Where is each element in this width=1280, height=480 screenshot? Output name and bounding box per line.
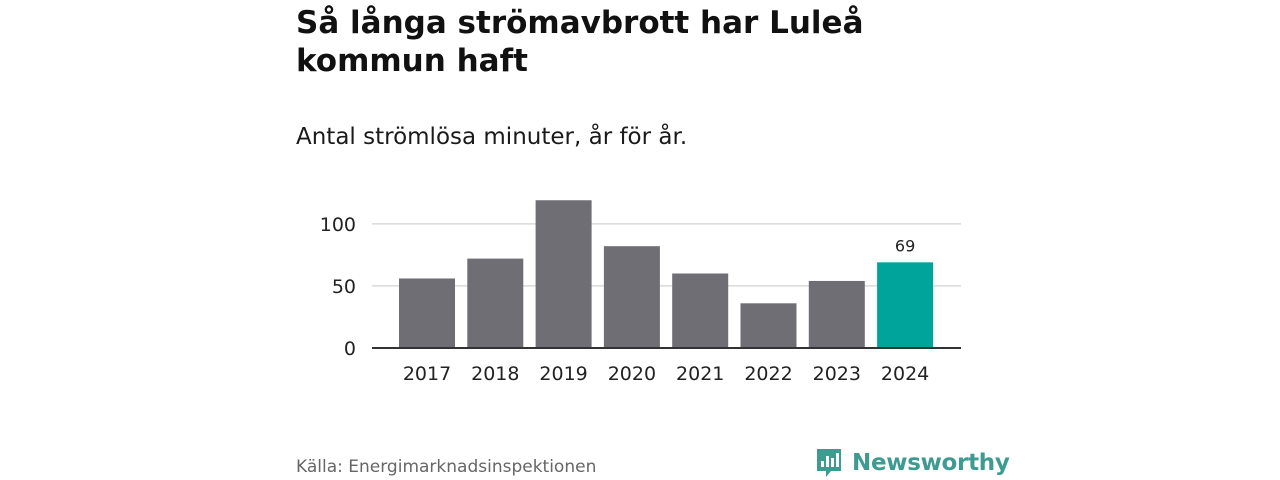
bar-2018 <box>467 258 524 348</box>
source-note: Källa: Energimarknadsinspektionen <box>296 457 597 477</box>
x-tick-label: 2019 <box>539 363 587 385</box>
bar-2024 <box>877 262 934 348</box>
brand-name: Newsworthy <box>852 450 1010 476</box>
data-label: 69 <box>895 236 915 255</box>
bar-2017 <box>399 278 455 348</box>
x-tick-label: 2022 <box>744 363 792 385</box>
x-tick-label: 2021 <box>676 363 724 385</box>
x-tick-label: 2024 <box>881 363 929 385</box>
bar-2023 <box>808 280 865 348</box>
bar-chart: 0 50 100 2017 2018 2019 2020 2021 2022 2023 2024 69 <box>320 200 961 385</box>
x-tick-label: 2018 <box>471 363 519 385</box>
x-tick-label: 2020 <box>608 363 656 385</box>
x-tick-label: 2017 <box>403 363 451 385</box>
newsworthy-logo-icon <box>817 449 841 477</box>
brand-logo[interactable]: Newsworthy <box>815 447 1010 479</box>
bar-2020 <box>603 246 660 348</box>
y-tick-label: 50 <box>332 276 356 298</box>
y-tick-label: 100 <box>320 214 356 236</box>
chart-subtitle: Antal strömlösa minuter, år för år. <box>296 124 688 150</box>
bar-2022 <box>740 303 797 348</box>
bar-2021 <box>672 273 729 348</box>
x-tick-label: 2023 <box>813 363 861 385</box>
chart-title: Så långa strömavbrott har Luleå kommun h… <box>296 5 864 79</box>
bar-2019 <box>535 200 592 348</box>
y-tick-label: 0 <box>344 338 356 360</box>
